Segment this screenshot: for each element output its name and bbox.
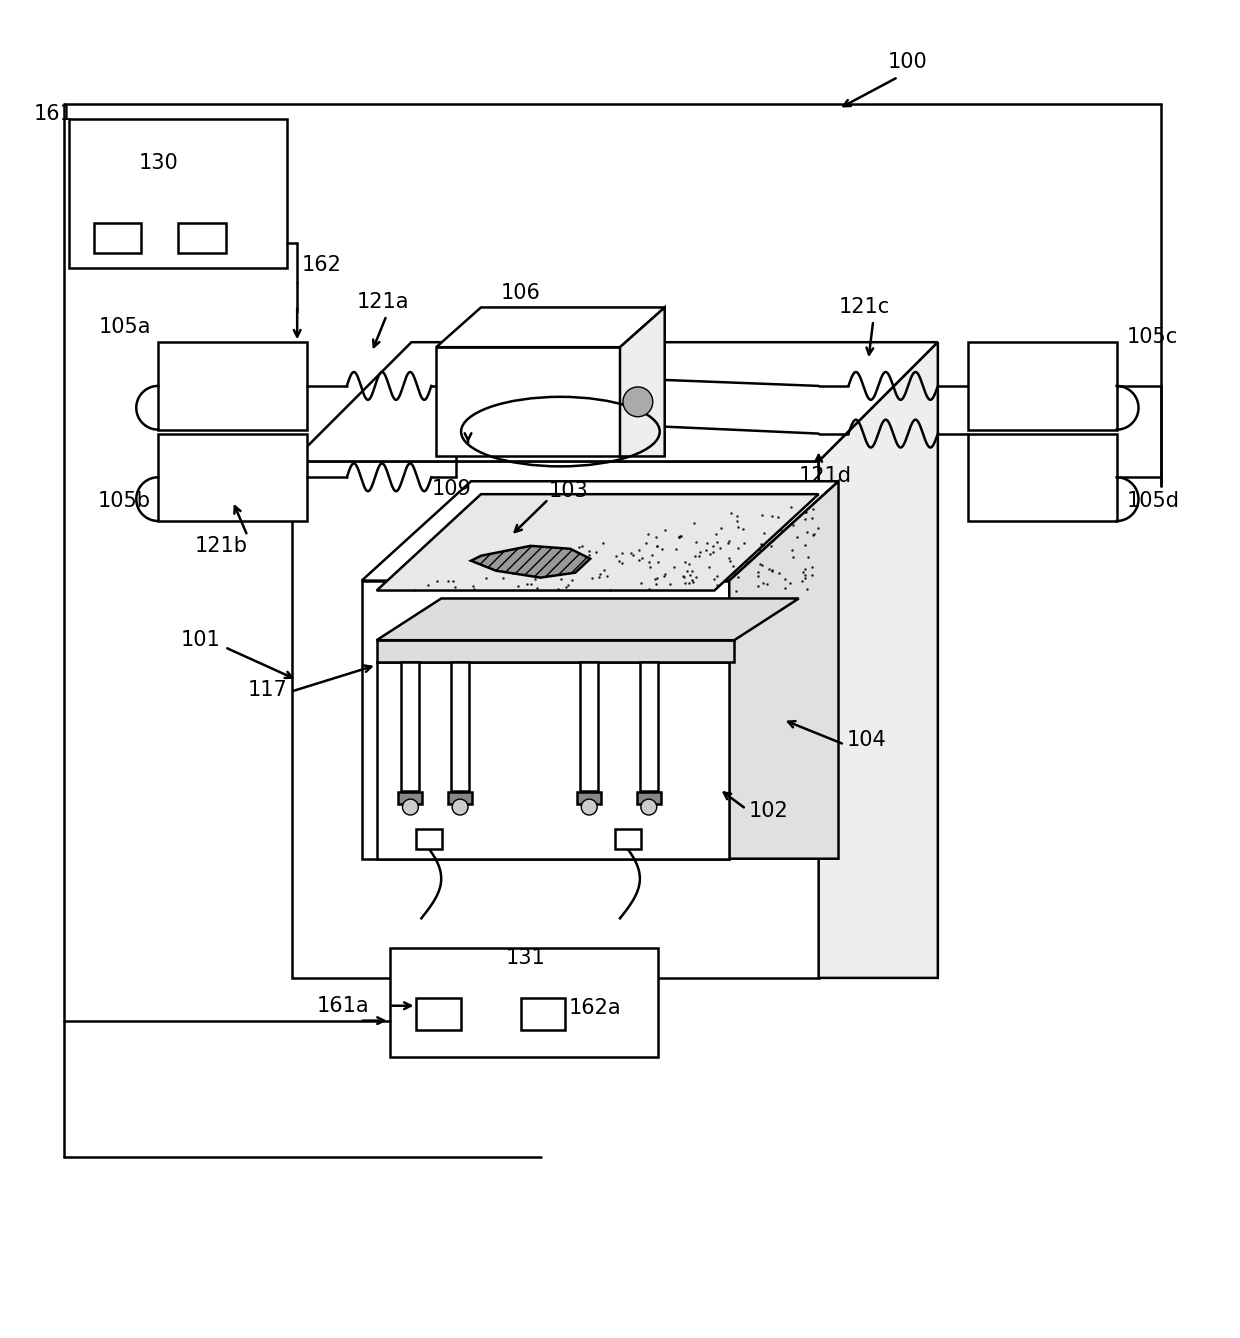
Bar bbox=[417, 830, 443, 848]
Polygon shape bbox=[362, 482, 838, 581]
Text: 117: 117 bbox=[248, 680, 288, 700]
Bar bbox=[580, 662, 598, 791]
Text: 104: 104 bbox=[847, 729, 887, 749]
Bar bbox=[362, 581, 729, 859]
Bar bbox=[159, 343, 308, 429]
Circle shape bbox=[582, 799, 598, 815]
Bar bbox=[377, 662, 729, 859]
Text: 100: 100 bbox=[888, 52, 928, 72]
Bar bbox=[417, 998, 461, 1029]
Text: 131: 131 bbox=[506, 949, 546, 969]
Polygon shape bbox=[471, 546, 590, 578]
Polygon shape bbox=[436, 308, 665, 347]
Circle shape bbox=[453, 799, 467, 815]
Polygon shape bbox=[377, 494, 818, 590]
Bar bbox=[967, 434, 1117, 520]
Bar bbox=[637, 792, 661, 804]
Bar bbox=[448, 792, 472, 804]
Text: 121d: 121d bbox=[799, 467, 852, 486]
Bar bbox=[159, 434, 308, 520]
Text: 161a: 161a bbox=[317, 995, 370, 1016]
Bar bbox=[377, 640, 734, 662]
Bar bbox=[436, 347, 620, 456]
Text: 121c: 121c bbox=[838, 297, 890, 317]
Circle shape bbox=[622, 387, 652, 416]
Text: 105a: 105a bbox=[99, 317, 151, 337]
Bar bbox=[402, 662, 419, 791]
Bar bbox=[578, 792, 601, 804]
Text: 101: 101 bbox=[181, 630, 221, 650]
Text: 106: 106 bbox=[501, 282, 541, 302]
Text: 121a: 121a bbox=[357, 293, 409, 313]
Bar bbox=[967, 343, 1117, 429]
Text: 109: 109 bbox=[432, 479, 471, 499]
Polygon shape bbox=[377, 598, 799, 640]
Text: 105c: 105c bbox=[1127, 328, 1178, 348]
Bar bbox=[521, 998, 565, 1029]
Text: 162a: 162a bbox=[568, 998, 621, 1018]
Bar bbox=[640, 662, 657, 791]
Text: 161: 161 bbox=[33, 104, 74, 123]
Bar bbox=[615, 830, 641, 848]
Circle shape bbox=[403, 799, 418, 815]
Bar bbox=[179, 223, 226, 253]
Bar bbox=[93, 223, 141, 253]
Bar bbox=[451, 662, 469, 791]
Bar bbox=[389, 949, 657, 1057]
Text: 102: 102 bbox=[749, 801, 789, 822]
Polygon shape bbox=[818, 343, 937, 978]
Text: 121b: 121b bbox=[195, 535, 247, 555]
Polygon shape bbox=[620, 308, 665, 456]
Bar bbox=[398, 792, 423, 804]
Text: 162: 162 bbox=[303, 254, 342, 274]
Bar bbox=[293, 462, 818, 978]
Text: 105d: 105d bbox=[1127, 491, 1179, 511]
Circle shape bbox=[641, 799, 657, 815]
Polygon shape bbox=[293, 343, 937, 462]
Polygon shape bbox=[729, 482, 838, 859]
Text: 105b: 105b bbox=[98, 491, 151, 511]
Text: 130: 130 bbox=[138, 154, 179, 174]
Bar bbox=[68, 119, 288, 268]
Text: 103: 103 bbox=[548, 482, 588, 502]
